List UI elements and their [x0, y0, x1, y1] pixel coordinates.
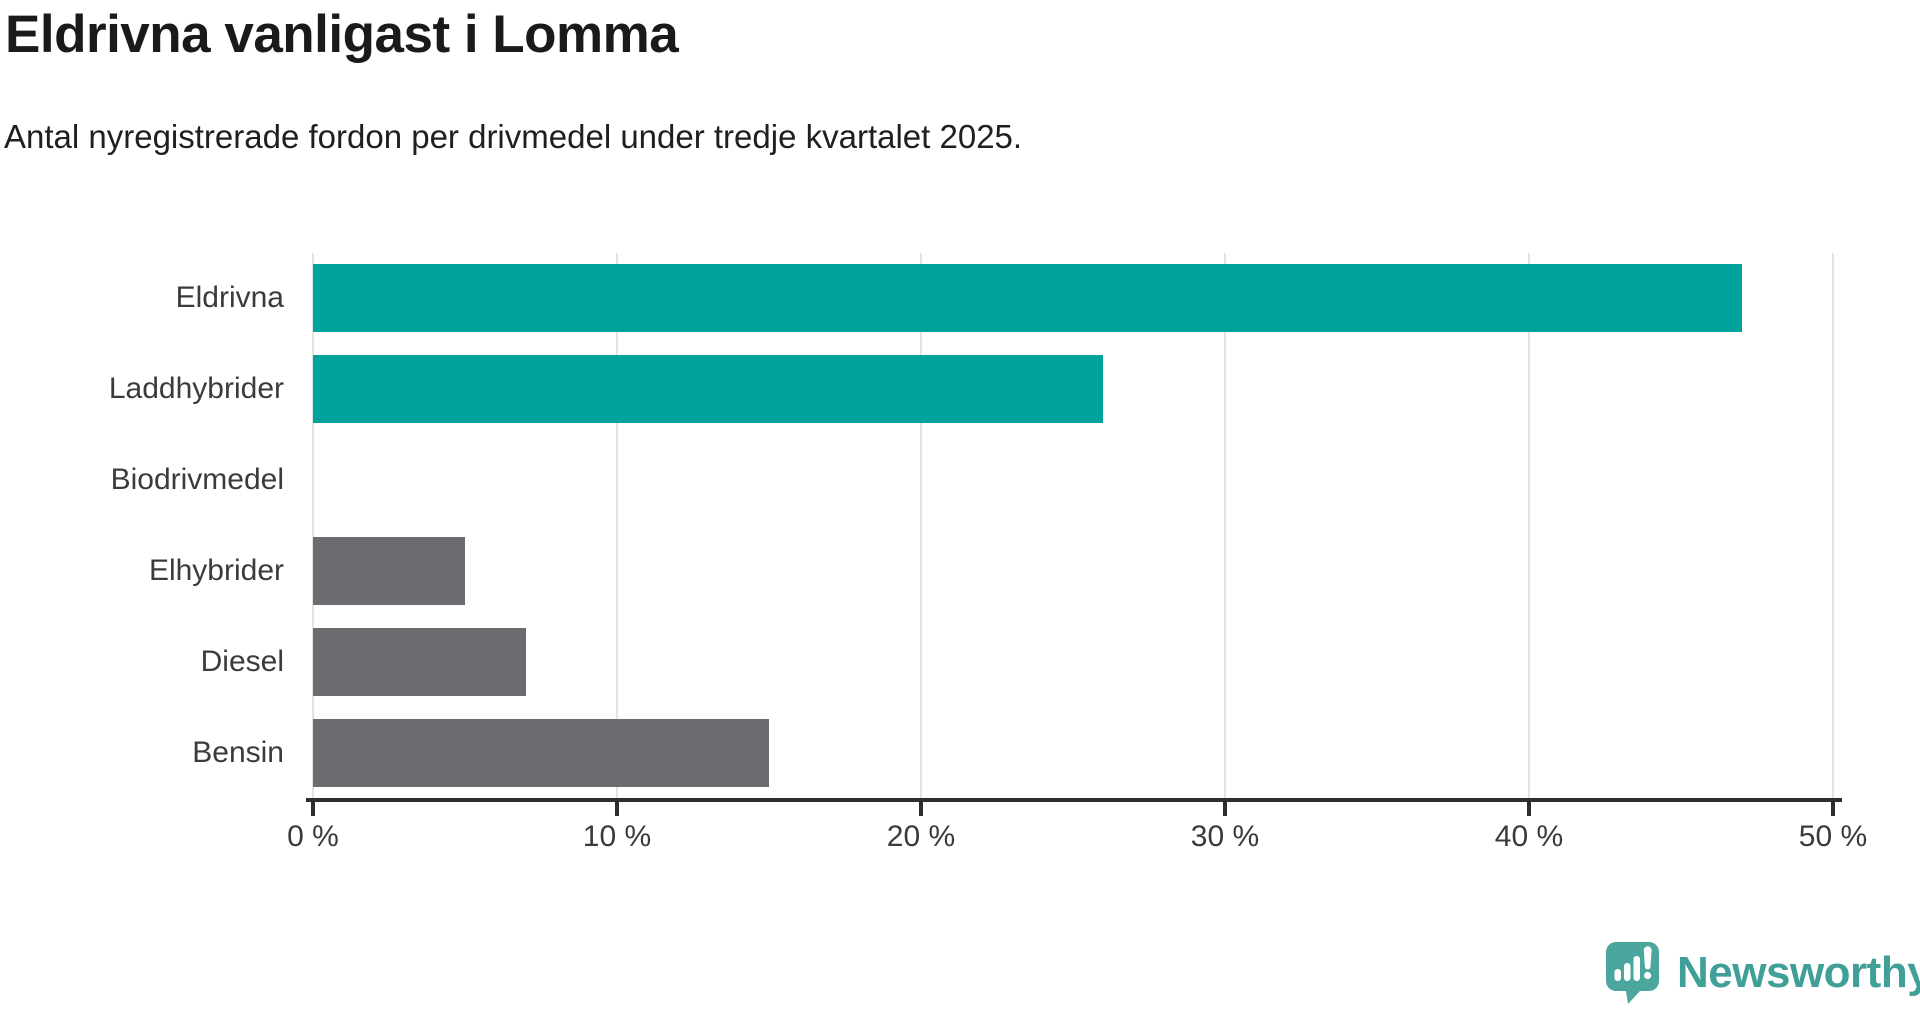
logo-bar-medium [1624, 963, 1631, 981]
x-axis-tick [1527, 798, 1531, 816]
logo-bar-tall [1633, 956, 1640, 981]
bar [313, 264, 1742, 333]
logo-exclamation-dot [1644, 971, 1652, 980]
x-axis-line [306, 798, 1842, 802]
category-label: Elhybrider [148, 553, 284, 587]
chart-title: Eldrivna vanligast i Lomma [5, 5, 679, 64]
bar [313, 355, 1104, 424]
x-axis-tick-label: 20 % [886, 820, 956, 853]
x-axis-tick [1831, 798, 1835, 816]
gridline [1832, 253, 1834, 798]
x-axis-tick-label: 50 % [1798, 820, 1868, 853]
gridline [1528, 253, 1530, 798]
x-axis-tick [615, 798, 619, 816]
gridline [312, 253, 314, 798]
chart-subtitle: Antal nyregistrerade fordon per drivmede… [4, 118, 1023, 155]
category-label: Diesel [200, 644, 284, 678]
x-axis-tick [919, 798, 923, 816]
bar [313, 718, 769, 787]
category-label: Eldrivna [175, 281, 284, 315]
category-label: Laddhybrider [108, 372, 284, 406]
category-label: Bensin [192, 735, 284, 769]
gridline [616, 253, 618, 798]
x-axis-tick-label: 40 % [1494, 820, 1564, 853]
brand-wordmark: Newsworthy [1677, 948, 1920, 997]
x-axis-tick [311, 798, 315, 816]
bar [313, 536, 465, 605]
bar [313, 627, 526, 696]
x-axis-tick [1223, 798, 1227, 816]
category-label: Biodrivmedel [110, 463, 284, 497]
logo-bar-small [1614, 969, 1621, 981]
x-axis-tick-label: 0 % [287, 820, 339, 853]
gridline [920, 253, 922, 798]
brand-footer: Newsworthy [1606, 942, 1920, 1004]
x-axis-tick-label: 30 % [1190, 820, 1260, 853]
logo-exclamation-stroke [1643, 946, 1652, 970]
newsworthy-logo-icon [1606, 942, 1659, 1004]
gridline [1224, 253, 1226, 798]
x-axis-tick-label: 10 % [582, 820, 652, 853]
